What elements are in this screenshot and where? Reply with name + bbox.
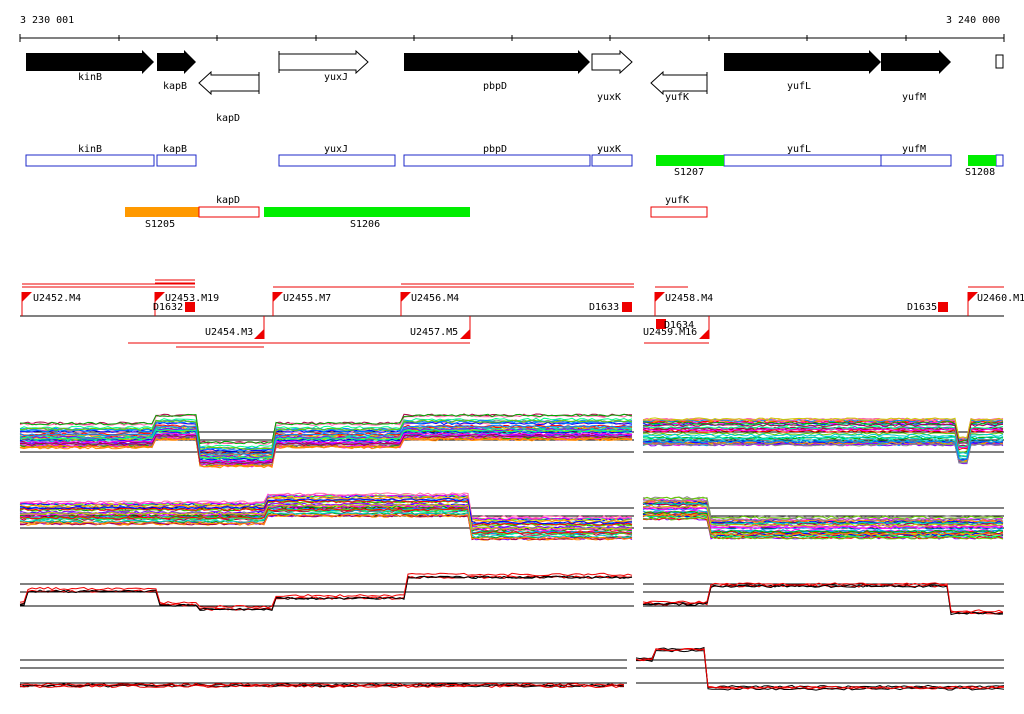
gene-box-kapD[interactable]	[198, 206, 260, 218]
gene-arrow-track: kinB kapB kapD yuxJ pbpD yuxK yufK yufL …	[26, 49, 1004, 124]
transcript-U2458[interactable]: U2458.M4	[654, 292, 713, 316]
expr-track-1-right	[642, 417, 1004, 465]
segment-label-S1207: S1207	[674, 167, 704, 178]
gene-label-yufK: yufK	[665, 92, 689, 103]
expr-track-4-right	[635, 646, 1005, 691]
gene-arrow-kapB[interactable]	[157, 50, 196, 74]
downshift-D1633[interactable]: D1633	[589, 302, 632, 313]
transcript-U2452[interactable]: U2452.M4	[21, 292, 81, 316]
gene-label-pbpD: pbpD	[483, 81, 507, 92]
transcript-U2457[interactable]: U2457.M5	[410, 316, 471, 339]
transcript-label-U2455: U2455.M7	[283, 293, 331, 304]
segment-S1208-bar[interactable]	[968, 155, 996, 166]
gene-box-label-yuxK: yuxK	[597, 144, 621, 155]
transcript-label-U2456: U2456.M4	[411, 293, 459, 304]
expr-track-2-right	[642, 496, 1004, 540]
gene-label-yuxJ: yuxJ	[324, 72, 348, 83]
expr-track-4-left	[19, 682, 625, 689]
gene-arrow-kinB[interactable]	[26, 50, 154, 74]
gene-label-yuxK: yuxK	[597, 92, 621, 103]
gene-label-yufL: yufL	[787, 81, 811, 92]
expression-tracks	[19, 413, 1005, 691]
downshift-label-D1634: D1634	[664, 320, 694, 331]
transcript-label-U2458: U2458.M4	[665, 293, 713, 304]
segment-S1207-bar[interactable]	[656, 155, 724, 166]
gene-box-pbpD[interactable]	[403, 154, 591, 167]
gene-box-truncated[interactable]	[995, 154, 1004, 167]
gene-arrow-yuxJ[interactable]	[278, 49, 369, 75]
expr-track-2-left	[19, 492, 633, 541]
expr-track-3-left	[19, 572, 633, 611]
gene-arrow-yufK[interactable]	[650, 70, 708, 96]
segment-S1205-bar[interactable]	[125, 207, 199, 217]
segment-label-S1205: S1205	[145, 219, 175, 230]
gene-box-label-kapB: kapB	[163, 144, 187, 155]
downshift-label-D1635: D1635	[907, 302, 937, 313]
transcript-label-U2452: U2452.M4	[33, 293, 81, 304]
transcript-label-U2457: U2457.M5	[410, 327, 458, 338]
gene-arrow-yufM[interactable]	[881, 50, 951, 74]
gene-box-label-yufL: yufL	[787, 144, 811, 155]
transcript-label-U2454: U2454.M3	[205, 327, 253, 338]
downshift-D1632[interactable]: D1632	[153, 302, 195, 313]
gene-box-label-yufK: yufK	[665, 195, 689, 206]
transcript-label-U2460: U2460.M1	[977, 293, 1024, 304]
ruler-start-label: 3 230 001	[20, 15, 74, 26]
gene-box-yuxK[interactable]	[591, 154, 633, 167]
gene-arrow-kapD[interactable]	[198, 70, 260, 96]
gene-box-kapB[interactable]	[156, 154, 197, 167]
transcript-label-U2453: U2453.M19	[165, 293, 219, 304]
gene-box-yufL[interactable]	[723, 154, 882, 167]
transcript-U2460[interactable]: U2460.M1	[967, 292, 1024, 316]
expr-track-1-left	[19, 413, 633, 469]
gene-label-kapB: kapB	[163, 81, 187, 92]
transcript-track: U2452.M4 U2453.M19 U2455.M7 U2456.M4 U24…	[20, 279, 1024, 348]
gene-box-label-pbpD: pbpD	[483, 144, 507, 155]
transcript-U2459[interactable]: U2459.M16	[643, 316, 710, 339]
coordinate-ruler: 3 230 001 3 240 000	[19, 15, 1005, 42]
transcript-label-U2459: U2459.M16	[643, 327, 697, 338]
gene-box-yufK[interactable]	[650, 206, 708, 218]
segment-label-S1206: S1206	[350, 219, 380, 230]
downshift-D1634[interactable]: D1634	[656, 319, 694, 331]
transcript-U2454[interactable]: U2454.M3	[205, 316, 265, 339]
downshift-label-D1633: D1633	[589, 302, 619, 313]
transcript-U2455[interactable]: U2455.M7	[272, 292, 331, 316]
expr-track-3-right	[642, 582, 1004, 616]
gene-label-kapD: kapD	[216, 113, 240, 124]
gene-label-yufM: yufM	[902, 92, 926, 103]
segment-label-S1208: S1208	[965, 167, 995, 178]
segment-S1206-bar[interactable]	[264, 207, 470, 217]
gene-arrow-yuxK[interactable]	[591, 49, 633, 75]
gene-box-kinB[interactable]	[25, 154, 155, 167]
downshift-D1635[interactable]: D1635	[907, 302, 948, 313]
gene-arrow-yufL[interactable]	[724, 50, 881, 74]
gene-arrow-pbpD[interactable]	[404, 50, 590, 74]
gene-label-kinB: kinB	[78, 72, 102, 83]
transcript-U2453[interactable]: U2453.M19	[154, 292, 219, 316]
gene-box-yuxJ[interactable]	[278, 154, 396, 167]
gene-box-track: kinB kapB yuxJ pbpD yuxK yufL yufM S1207…	[25, 144, 1004, 230]
gene-arrow-truncated[interactable]	[995, 54, 1004, 69]
gene-box-label-kinB: kinB	[78, 144, 102, 155]
gene-box-label-yufM: yufM	[902, 144, 926, 155]
downshift-label-D1632: D1632	[153, 302, 183, 313]
gene-box-yufM[interactable]	[880, 154, 952, 167]
transcript-U2456[interactable]: U2456.M4	[400, 292, 459, 316]
ruler-end-label: 3 240 000	[946, 15, 1000, 26]
gene-box-label-yuxJ: yuxJ	[324, 144, 348, 155]
gene-box-label-kapD: kapD	[216, 195, 240, 206]
